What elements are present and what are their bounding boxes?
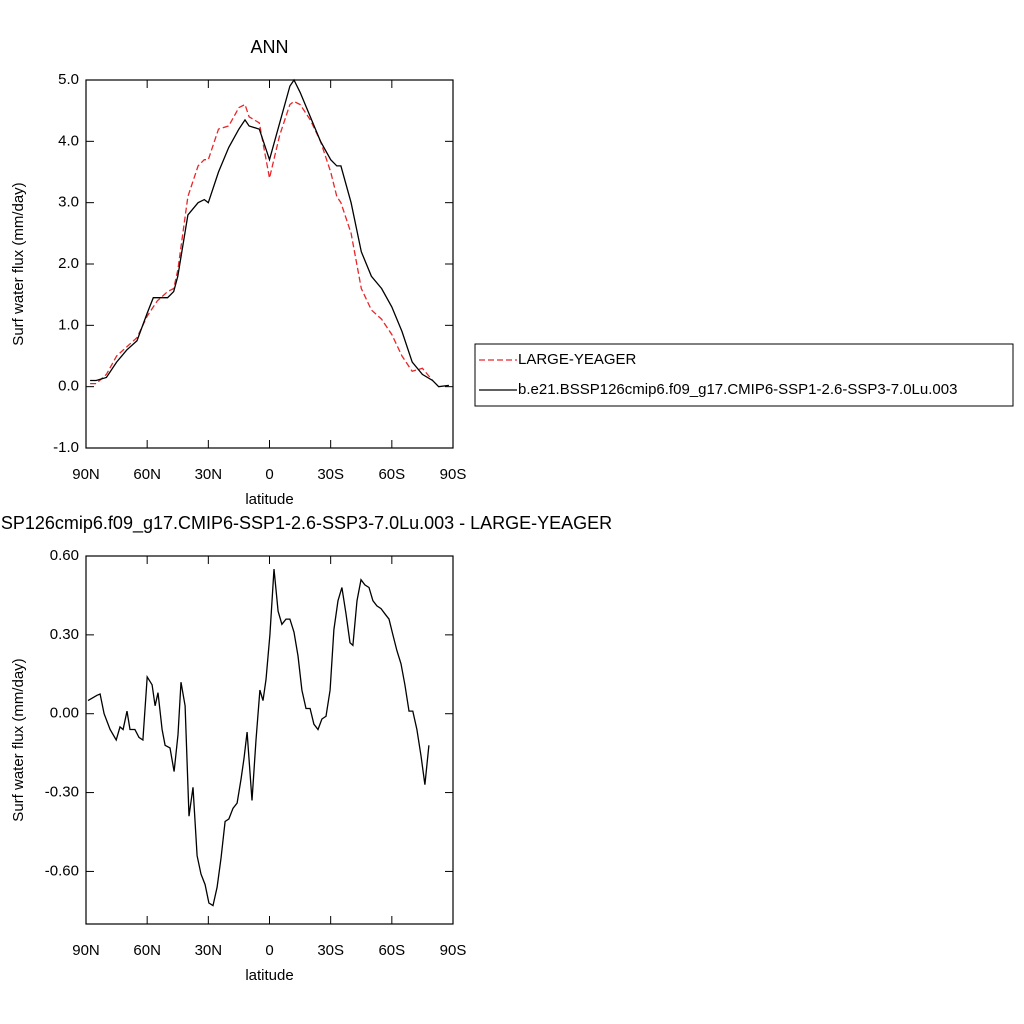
y-tick-label: 1.0 <box>58 316 79 333</box>
y-tick-label: 3.0 <box>58 194 79 211</box>
plot-frame <box>85 555 454 925</box>
x-tick-label: 0 <box>265 466 273 483</box>
legend-label: LARGE-YEAGER <box>518 351 637 368</box>
x-tick-label: 30N <box>195 942 223 959</box>
legend-box <box>474 343 1014 407</box>
chart-title: b.e21.BSSP126cmip6.f09_g17.CMIP6-SSP1-2.… <box>0 513 612 534</box>
x-tick-label: 90S <box>440 466 467 483</box>
x-tick-label: 30N <box>195 466 223 483</box>
y-tick-label: 4.0 <box>58 132 79 149</box>
x-tick-label: 0 <box>265 942 273 959</box>
plot-frame <box>85 79 454 449</box>
data-line <box>90 78 449 388</box>
y-axis-label: Surf water flux (mm/day) <box>10 182 27 345</box>
y-tick-label: 0.30 <box>50 626 79 643</box>
x-tick-label: 30S <box>317 942 344 959</box>
y-axis-label: Surf water flux (mm/day) <box>10 658 27 821</box>
y-tick-label: -0.60 <box>45 862 79 879</box>
x-axis-label: latitude <box>245 491 293 508</box>
y-tick-label: 5.0 <box>58 71 79 88</box>
y-tick-label: 0.00 <box>50 705 79 722</box>
y-tick-label: -0.30 <box>45 784 79 801</box>
y-tick-label: 0.60 <box>50 547 79 564</box>
y-tick-label: 2.0 <box>58 255 79 272</box>
x-tick-label: 30S <box>317 466 344 483</box>
y-tick-label: -1.0 <box>53 439 79 456</box>
x-tick-label: 90S <box>440 942 467 959</box>
x-tick-label: 60S <box>378 466 405 483</box>
x-tick-label: 60N <box>133 466 161 483</box>
data-line <box>87 569 430 907</box>
x-axis-label: latitude <box>245 967 293 984</box>
x-tick-label: 60N <box>133 942 161 959</box>
legend-label: b.e21.BSSP126cmip6.f09_g17.CMIP6-SSP1-2.… <box>518 381 957 398</box>
x-tick-label: 90N <box>72 466 100 483</box>
x-tick-label: 90N <box>72 942 100 959</box>
chart-title: ANN <box>250 37 288 57</box>
data-line <box>90 100 434 385</box>
y-tick-label: 0.0 <box>58 378 79 395</box>
x-tick-label: 60S <box>378 942 405 959</box>
